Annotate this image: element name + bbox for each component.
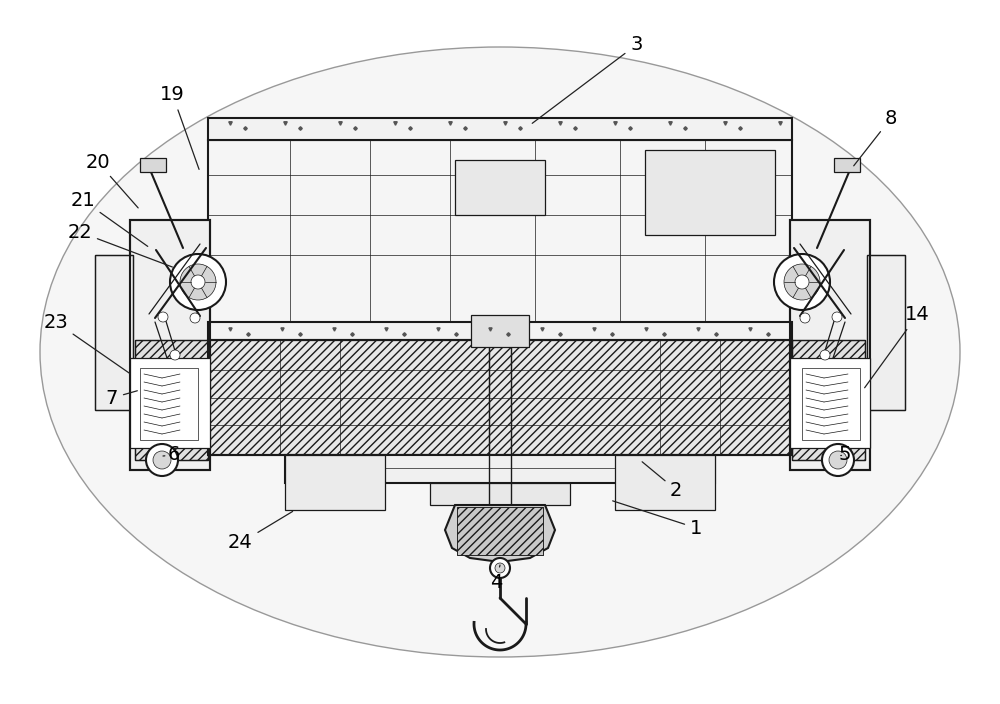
Circle shape bbox=[800, 313, 810, 323]
Text: 19: 19 bbox=[160, 85, 199, 170]
Bar bbox=[95, 255, 133, 410]
Bar bbox=[208, 322, 792, 340]
Ellipse shape bbox=[40, 47, 960, 657]
Bar bbox=[130, 358, 210, 448]
Bar bbox=[285, 455, 385, 510]
Text: 3: 3 bbox=[532, 35, 642, 123]
Circle shape bbox=[774, 254, 830, 310]
Text: 5: 5 bbox=[838, 446, 850, 465]
Bar bbox=[471, 315, 529, 347]
Bar bbox=[130, 220, 210, 470]
Circle shape bbox=[490, 558, 510, 578]
Bar bbox=[867, 255, 905, 410]
Text: 20: 20 bbox=[85, 153, 138, 208]
Bar bbox=[792, 340, 865, 460]
Text: 1: 1 bbox=[613, 501, 702, 537]
Bar bbox=[285, 455, 715, 483]
Bar bbox=[790, 220, 870, 470]
Circle shape bbox=[170, 350, 180, 360]
Bar bbox=[135, 340, 208, 460]
Bar bbox=[455, 160, 545, 215]
Bar bbox=[645, 150, 775, 235]
Text: 7: 7 bbox=[106, 389, 137, 408]
Text: 21: 21 bbox=[70, 191, 148, 246]
Bar bbox=[615, 455, 715, 510]
Bar bbox=[95, 255, 133, 410]
Circle shape bbox=[146, 444, 178, 476]
Text: 14: 14 bbox=[865, 306, 930, 388]
Bar bbox=[208, 140, 792, 325]
Circle shape bbox=[170, 254, 226, 310]
Circle shape bbox=[820, 350, 830, 360]
Bar bbox=[867, 255, 905, 410]
Bar bbox=[834, 158, 860, 172]
Bar bbox=[790, 358, 870, 448]
Circle shape bbox=[190, 313, 200, 323]
Bar bbox=[457, 507, 543, 555]
Bar bbox=[208, 340, 792, 455]
Circle shape bbox=[822, 444, 854, 476]
Circle shape bbox=[784, 264, 820, 300]
Circle shape bbox=[832, 312, 842, 322]
Circle shape bbox=[795, 275, 809, 289]
Bar bbox=[790, 220, 870, 470]
Bar bbox=[208, 340, 792, 455]
Text: 6: 6 bbox=[163, 446, 180, 465]
Circle shape bbox=[191, 275, 205, 289]
Bar bbox=[140, 158, 166, 172]
Text: 22: 22 bbox=[67, 222, 172, 267]
Bar bbox=[457, 507, 543, 555]
Circle shape bbox=[829, 451, 847, 469]
Text: 24: 24 bbox=[228, 511, 293, 553]
Bar bbox=[208, 118, 792, 140]
Bar bbox=[135, 340, 208, 460]
Circle shape bbox=[153, 451, 171, 469]
Text: 2: 2 bbox=[642, 462, 682, 500]
Circle shape bbox=[180, 264, 216, 300]
Circle shape bbox=[495, 563, 505, 573]
Polygon shape bbox=[445, 505, 555, 562]
Bar bbox=[130, 220, 210, 470]
Circle shape bbox=[158, 312, 168, 322]
Bar bbox=[430, 483, 570, 505]
Bar bbox=[792, 340, 865, 460]
Text: 23: 23 bbox=[43, 313, 130, 373]
Text: 8: 8 bbox=[854, 108, 897, 166]
Bar bbox=[140, 368, 198, 440]
Bar bbox=[802, 368, 860, 440]
Text: 4: 4 bbox=[490, 565, 502, 591]
